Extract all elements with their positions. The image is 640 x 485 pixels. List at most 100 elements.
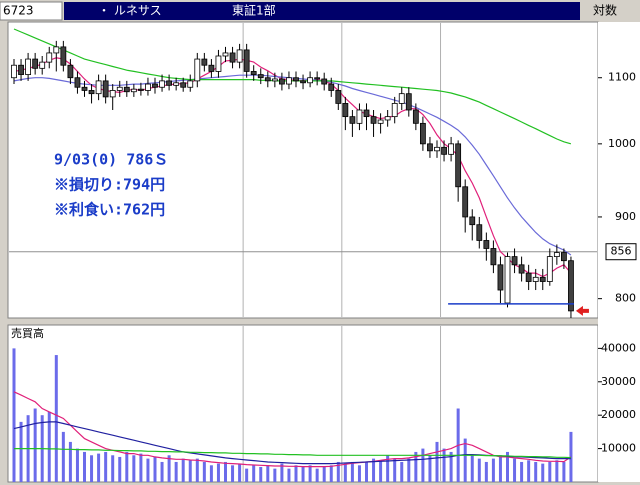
volume-bar (386, 455, 390, 482)
volume-bar (118, 456, 122, 482)
candle-body (518, 264, 525, 274)
candle-body (568, 260, 574, 312)
volume-bar (484, 461, 488, 482)
candle-body (46, 52, 53, 63)
candle-body (441, 146, 447, 155)
volume-bar (329, 465, 333, 482)
candle-body (286, 77, 292, 85)
candle-body (561, 252, 567, 262)
volume-bar (245, 468, 249, 482)
volume-bar (61, 431, 65, 482)
candle-body (370, 116, 377, 124)
price-label: 856 (611, 245, 632, 258)
candle-body (412, 109, 419, 124)
volume-bar (442, 448, 446, 482)
candle-body (11, 64, 17, 79)
candle-body (102, 80, 109, 98)
candle-body (363, 109, 370, 118)
volume-bar (54, 355, 58, 482)
volume-bar (146, 458, 150, 482)
candle-body (32, 58, 39, 69)
candle-body (342, 103, 349, 118)
candle-body (504, 256, 511, 304)
candle-body (490, 248, 497, 266)
volume-bar (90, 455, 94, 482)
volume-bar (541, 463, 545, 482)
volume-bar (160, 461, 164, 482)
volume-bar (343, 463, 347, 482)
candle-body (278, 78, 285, 85)
candle-body (391, 103, 398, 118)
candle-body (74, 77, 81, 88)
candle-body (328, 83, 335, 91)
candle-body (271, 78, 278, 82)
volume-bar (238, 463, 242, 482)
volume-bar (174, 461, 178, 482)
volume-bar (555, 460, 559, 482)
volume-bar (498, 455, 502, 482)
candle-body (229, 52, 236, 63)
volume-bar (188, 460, 192, 482)
y-tick-label: 20000 (601, 408, 636, 421)
volume-bar (252, 465, 256, 482)
volume-bar (428, 455, 432, 482)
volume-bar (231, 465, 235, 482)
volume-bar (68, 441, 72, 482)
moving-average (13, 391, 572, 468)
volume-bar (19, 421, 23, 482)
moving-average (13, 28, 572, 145)
volume-bar (47, 411, 51, 482)
candle-body (187, 80, 194, 88)
candle-body (321, 78, 328, 85)
volume-bar (506, 451, 509, 482)
candle-body (145, 83, 151, 91)
candle-body (434, 146, 440, 152)
volume-bar (301, 466, 305, 482)
volume-bar (513, 458, 517, 482)
candle-body (130, 88, 137, 93)
volume-bar (273, 468, 277, 482)
candle-body (462, 186, 469, 218)
candle-body (88, 90, 95, 95)
volume-bar (393, 458, 397, 482)
candle-body (377, 119, 384, 124)
panel-label: 売買高 (11, 326, 44, 340)
volume-bar (266, 465, 270, 482)
volume-bar (357, 465, 361, 482)
y-tick-label: 40000 (601, 341, 636, 354)
volume-panel (7, 324, 599, 483)
annotation: ※損切り:794円 (54, 176, 165, 194)
candle-body (208, 64, 215, 72)
volume-bar (287, 468, 291, 482)
volume-bar (104, 451, 108, 482)
candle-body (25, 58, 32, 75)
volume-bar (153, 456, 157, 482)
candle-body (405, 93, 412, 111)
market: 東証1部 (232, 3, 276, 18)
volume-bar (322, 466, 326, 482)
volume-bar (181, 458, 185, 482)
code-box (0, 1, 63, 21)
candle-body (427, 143, 433, 152)
volume-bar (132, 455, 136, 482)
y-tick-label: 10000 (601, 442, 636, 455)
candle-body (159, 80, 165, 88)
candle-body (419, 122, 426, 145)
volume-bar (379, 460, 383, 482)
scale-mode[interactable]: 対数 (593, 3, 617, 18)
candle-body (60, 46, 67, 66)
candle-body (116, 86, 123, 91)
volume-bar (470, 455, 474, 482)
volume-bar (527, 460, 531, 482)
volume-bar (407, 458, 411, 482)
candle-body (314, 77, 321, 80)
candle-body (257, 74, 264, 79)
volume-bar (562, 461, 566, 482)
candle-body (18, 64, 24, 75)
candle-body (532, 276, 539, 282)
title-bar (64, 2, 580, 20)
candle-body (123, 86, 130, 93)
stock-name: ・ ルネサス (98, 4, 162, 18)
candle-body (109, 90, 116, 98)
